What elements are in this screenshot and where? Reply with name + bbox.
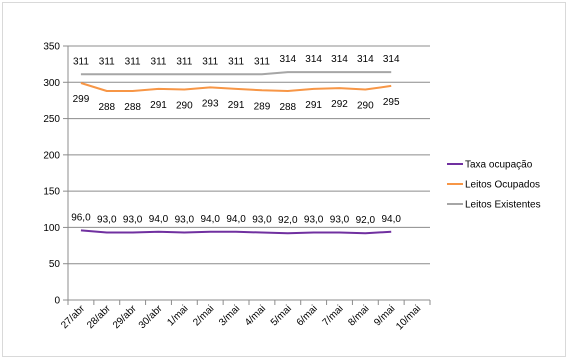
data-label: 93,0 bbox=[330, 215, 350, 226]
x-tick-label: 30/abr bbox=[137, 303, 165, 331]
data-label: 290 bbox=[176, 101, 193, 112]
legend-label: Taxa ocupação bbox=[465, 160, 533, 171]
data-label: 311 bbox=[151, 56, 167, 67]
axes: 05010015020025030035027/abr28/abr29/abr3… bbox=[43, 42, 431, 332]
data-label: 93,0 bbox=[175, 215, 195, 226]
x-tick-label: 1/mai bbox=[165, 303, 190, 328]
data-label: 311 bbox=[99, 56, 115, 67]
series-line-0 bbox=[80, 229, 392, 235]
data-label: 92,0 bbox=[356, 215, 376, 226]
data-label: 311 bbox=[254, 56, 270, 67]
data-label: 92,0 bbox=[278, 215, 298, 226]
data-label: 94,0 bbox=[381, 214, 401, 225]
data-label: 314 bbox=[331, 54, 348, 65]
series-lines bbox=[80, 71, 392, 235]
data-label: 314 bbox=[305, 54, 322, 65]
y-tick-label: 350 bbox=[43, 42, 60, 53]
x-tick-label: 3/mai bbox=[217, 303, 242, 328]
data-label: 291 bbox=[305, 100, 322, 111]
x-tick-label: 5/mai bbox=[269, 303, 294, 328]
data-label: 291 bbox=[150, 100, 167, 111]
x-tick-label: 10/mai bbox=[394, 303, 423, 332]
data-labels: 96,0 93,0 93,0 94,0 93,0 94,0 94,0 93,0 92,0 93,0… bbox=[71, 54, 401, 226]
data-label: 93,0 bbox=[252, 215, 272, 226]
y-tick-label: 200 bbox=[43, 150, 60, 161]
series-line-1 bbox=[80, 82, 392, 92]
y-tick-label: 100 bbox=[43, 223, 60, 234]
data-label: 290 bbox=[357, 101, 374, 112]
y-tick-label: 150 bbox=[43, 187, 60, 198]
legend-label: Leitos Ocupados bbox=[465, 180, 540, 191]
data-label: 93,0 bbox=[97, 215, 117, 226]
chart-frame bbox=[2, 2, 566, 357]
data-label: 94,0 bbox=[226, 214, 246, 225]
x-tick-label: 6/mai bbox=[295, 303, 320, 328]
data-label: 311 bbox=[176, 56, 192, 67]
x-tick-label: 28/abr bbox=[85, 303, 113, 331]
data-label: 311 bbox=[228, 56, 244, 67]
data-label: 96,0 bbox=[71, 212, 91, 223]
legend: Taxa ocupação Leitos Ocupados Leitos Exist… bbox=[447, 160, 541, 211]
gridlines bbox=[68, 45, 430, 301]
data-label: 295 bbox=[383, 97, 400, 108]
y-tick-label: 250 bbox=[43, 114, 60, 125]
data-label: 288 bbox=[279, 102, 296, 113]
legend-label: Leitos Existentes bbox=[465, 200, 541, 211]
y-tick-label: 50 bbox=[49, 259, 61, 270]
data-label: 289 bbox=[254, 101, 271, 112]
data-label: 93,0 bbox=[123, 215, 143, 226]
data-label: 93,0 bbox=[304, 215, 324, 226]
data-label: 94,0 bbox=[200, 214, 220, 225]
y-tick-label: 300 bbox=[43, 78, 60, 89]
data-label: 311 bbox=[202, 56, 218, 67]
x-tick-label: 27/abr bbox=[59, 303, 87, 331]
x-tick-label: 2/mai bbox=[191, 303, 216, 328]
y-tick-label: 0 bbox=[54, 296, 60, 307]
data-label: 314 bbox=[357, 54, 374, 65]
data-label: 288 bbox=[124, 102, 141, 113]
data-label: 292 bbox=[331, 99, 348, 110]
x-tick-label: 7/mai bbox=[321, 303, 346, 328]
data-label: 311 bbox=[73, 56, 89, 67]
data-label: 94,0 bbox=[149, 214, 169, 225]
data-label: 311 bbox=[125, 56, 141, 67]
data-label: 291 bbox=[228, 100, 245, 111]
data-label: 314 bbox=[383, 54, 400, 65]
series-line-2 bbox=[80, 71, 392, 76]
x-tick-label: 4/mai bbox=[243, 303, 268, 328]
data-label: 299 bbox=[73, 94, 90, 105]
data-label: 288 bbox=[98, 102, 115, 113]
x-tick-label: 8/mai bbox=[346, 303, 371, 328]
data-label: 314 bbox=[279, 54, 296, 65]
x-tick-label: 29/abr bbox=[111, 303, 139, 331]
data-label: 293 bbox=[202, 98, 219, 109]
